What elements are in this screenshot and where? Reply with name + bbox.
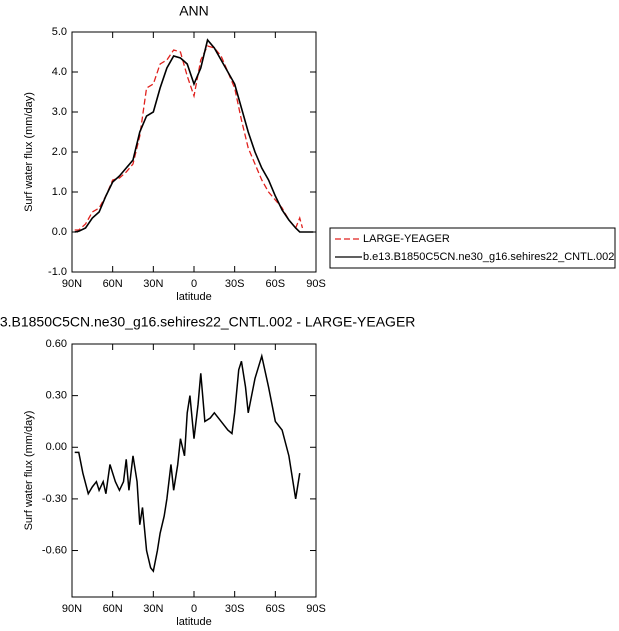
- y-tick-label: -0.30: [42, 493, 67, 505]
- x-tick-label: 90S: [306, 278, 326, 290]
- x-tick-label: 60N: [103, 278, 123, 290]
- x-tick-label: 60S: [266, 278, 286, 290]
- y-tick-label: 4.0: [52, 66, 67, 78]
- data-line: [74, 45, 304, 231]
- y-tick-label: -0.60: [42, 544, 67, 556]
- x-tick-label: 30S: [225, 278, 245, 290]
- y-tick-label: 3.0: [52, 106, 67, 118]
- chart-title: ANN: [179, 3, 209, 19]
- x-tick-label: 90S: [306, 603, 326, 615]
- x-tick-label: 0: [191, 603, 197, 615]
- y-tick-label: 2.0: [52, 146, 67, 158]
- x-tick-label: 0: [191, 278, 197, 290]
- x-tick-label: 60S: [266, 603, 286, 615]
- y-tick-label: 0.00: [46, 441, 67, 453]
- y-tick-label: 0.30: [46, 390, 67, 402]
- legend-label: b.e13.B1850C5CN.ne30_g16.sehires22_CNTL.…: [363, 251, 614, 263]
- data-line: [74, 38, 314, 233]
- y-tick-label: 0.60: [46, 338, 67, 350]
- x-tick-label: 30N: [143, 278, 163, 290]
- plot-frame: [71, 31, 317, 273]
- legend-label: LARGE-YEAGER: [363, 233, 450, 245]
- x-axis-label: latitude: [176, 616, 211, 628]
- legend-box: [329, 227, 616, 269]
- y-tick-label: 0.0: [52, 226, 67, 238]
- x-tick-label: 90N: [62, 278, 82, 290]
- data-line: [74, 353, 301, 573]
- x-axis-label: latitude: [176, 291, 211, 303]
- y-tick-label: 1.0: [52, 186, 67, 198]
- x-tick-label: 30S: [225, 603, 245, 615]
- y-axis-label: Surf water flux (mm/day): [23, 92, 35, 212]
- y-tick-label: 5.0: [52, 26, 67, 38]
- x-tick-label: 90N: [62, 603, 82, 615]
- chart-title: b.e13.B1850C5CN.ne30_g16.sehires22_CNTL.…: [0, 314, 415, 330]
- y-tick-label: -1.0: [48, 266, 67, 278]
- x-tick-label: 30N: [143, 603, 163, 615]
- y-axis-label: Surf water flux (mm/day): [23, 411, 35, 531]
- x-tick-label: 60N: [103, 603, 123, 615]
